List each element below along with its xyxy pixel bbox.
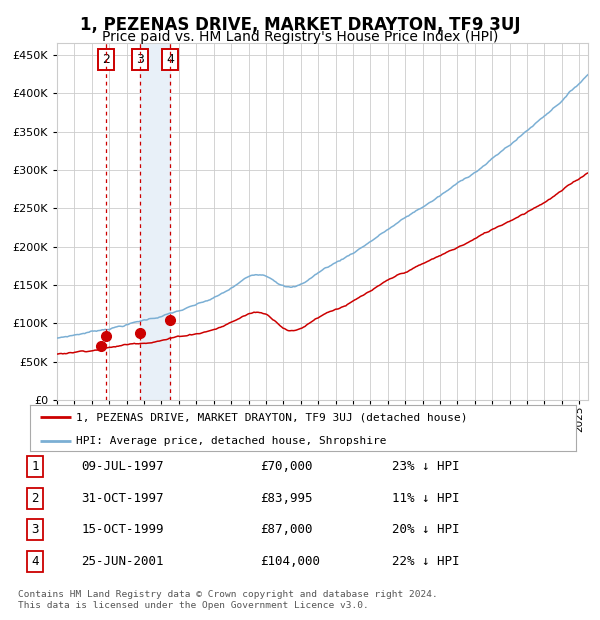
Text: 20% ↓ HPI: 20% ↓ HPI bbox=[392, 523, 460, 536]
Text: 3: 3 bbox=[31, 523, 39, 536]
Text: £87,000: £87,000 bbox=[260, 523, 312, 536]
Text: HPI: Average price, detached house, Shropshire: HPI: Average price, detached house, Shro… bbox=[76, 436, 387, 446]
Text: 1, PEZENAS DRIVE, MARKET DRAYTON, TF9 3UJ: 1, PEZENAS DRIVE, MARKET DRAYTON, TF9 3U… bbox=[80, 16, 520, 33]
Bar bbox=[140, 43, 170, 400]
Text: 31-OCT-1997: 31-OCT-1997 bbox=[81, 492, 164, 505]
Text: 22% ↓ HPI: 22% ↓ HPI bbox=[392, 556, 460, 569]
Text: 15-OCT-1999: 15-OCT-1999 bbox=[81, 523, 164, 536]
Text: £83,995: £83,995 bbox=[260, 492, 312, 505]
Text: 1, PEZENAS DRIVE, MARKET DRAYTON, TF9 3UJ (detached house): 1, PEZENAS DRIVE, MARKET DRAYTON, TF9 3U… bbox=[76, 412, 468, 422]
Text: 2: 2 bbox=[103, 53, 110, 66]
Text: 2: 2 bbox=[31, 492, 39, 505]
Text: 4: 4 bbox=[31, 556, 39, 569]
Text: Contains HM Land Registry data © Crown copyright and database right 2024.
This d: Contains HM Land Registry data © Crown c… bbox=[18, 590, 438, 609]
Text: 25-JUN-2001: 25-JUN-2001 bbox=[81, 556, 164, 569]
Text: £104,000: £104,000 bbox=[260, 556, 320, 569]
Text: 11% ↓ HPI: 11% ↓ HPI bbox=[392, 492, 460, 505]
Text: 23% ↓ HPI: 23% ↓ HPI bbox=[392, 459, 460, 472]
Text: Price paid vs. HM Land Registry's House Price Index (HPI): Price paid vs. HM Land Registry's House … bbox=[102, 30, 498, 44]
Text: 4: 4 bbox=[166, 53, 174, 66]
Text: 09-JUL-1997: 09-JUL-1997 bbox=[81, 459, 164, 472]
Text: 3: 3 bbox=[136, 53, 145, 66]
Text: 1: 1 bbox=[31, 459, 39, 472]
Text: £70,000: £70,000 bbox=[260, 459, 312, 472]
